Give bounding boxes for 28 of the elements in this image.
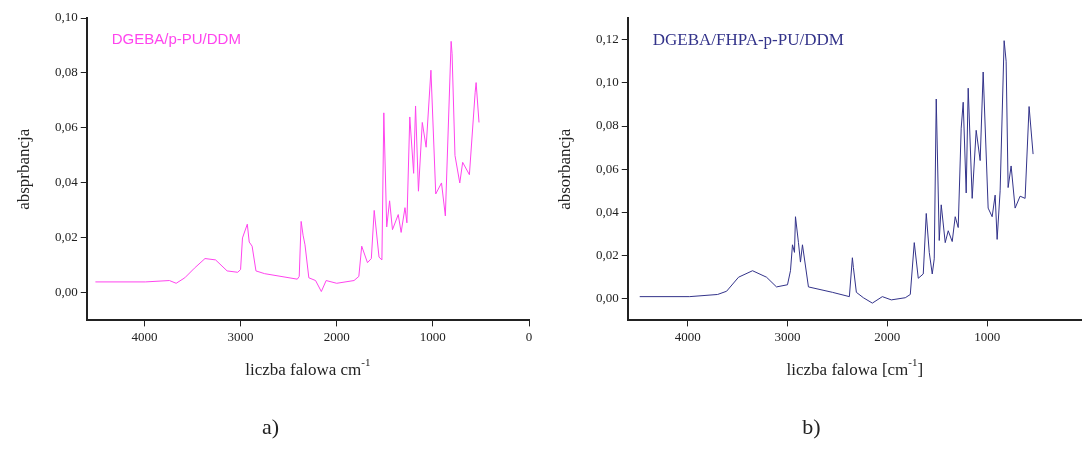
y-tick-label: 0,10 bbox=[596, 74, 619, 90]
x-tick-label: 4000 bbox=[674, 328, 701, 344]
y-tick-label: 0,00 bbox=[55, 284, 78, 300]
y-tick-label: 0,08 bbox=[55, 64, 78, 80]
y-tick-label: 0,00 bbox=[596, 290, 619, 306]
y-axis-title: absorbancja bbox=[555, 128, 575, 210]
y-tick-label: 0,08 bbox=[596, 117, 619, 133]
x-tick-label: 2000 bbox=[874, 328, 901, 344]
y-tick-label: 0,06 bbox=[55, 119, 79, 135]
y-tick-label: 0,04 bbox=[596, 203, 620, 219]
x-tick-label: 0 bbox=[525, 328, 533, 344]
x-tick-label: 3000 bbox=[227, 328, 254, 344]
x-tick-label: 4000 bbox=[131, 328, 158, 344]
text: DGEBA/FHPA-p-PU/DDM bbox=[652, 29, 844, 49]
text: a) bbox=[260, 414, 281, 440]
y-tick-label: 0,04 bbox=[55, 174, 79, 190]
y-tick-label: 0,02 bbox=[596, 247, 619, 263]
text: DGEBA/p-PU/DDM bbox=[111, 29, 241, 47]
y-tick-label: 0,02 bbox=[55, 229, 78, 245]
text: b) bbox=[801, 414, 822, 440]
x-tick-label: 1000 bbox=[419, 328, 446, 344]
y-tick-label: 0,10 bbox=[55, 9, 78, 25]
x-tick-label: 1000 bbox=[974, 328, 1001, 344]
y-tick-label: 0,06 bbox=[596, 160, 620, 176]
y-axis-title: absprbancja bbox=[14, 128, 34, 210]
y-tick-label: 0,12 bbox=[596, 31, 619, 47]
x-tick-label: 2000 bbox=[323, 328, 350, 344]
x-tick-label: 3000 bbox=[774, 328, 801, 344]
